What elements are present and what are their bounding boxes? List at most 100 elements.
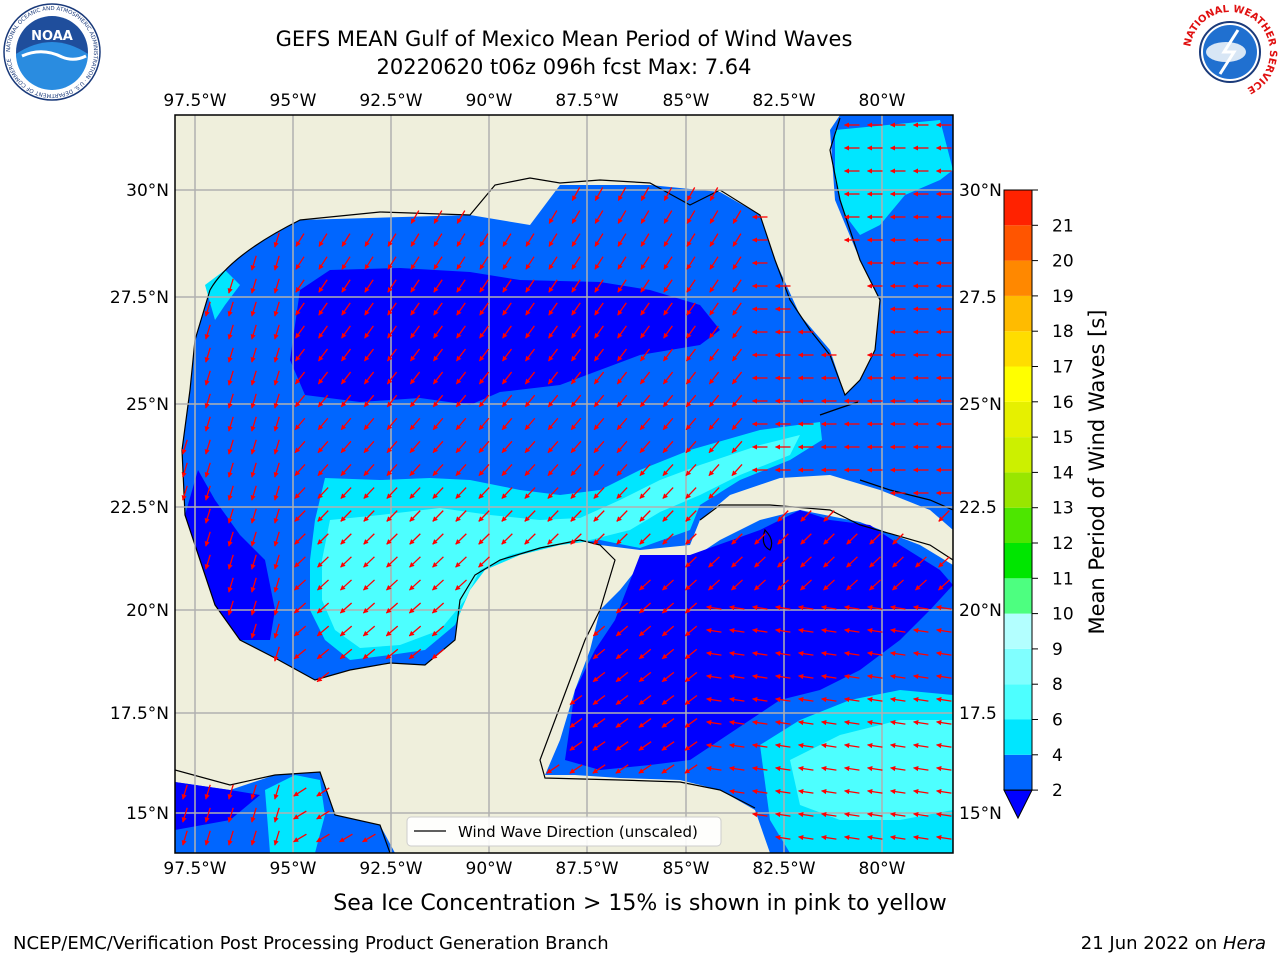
wave-arrow xyxy=(640,210,650,224)
wave-arrow xyxy=(752,697,768,703)
wave-arrow xyxy=(663,187,673,201)
wave-arrow xyxy=(387,302,397,316)
wave-arrow xyxy=(273,324,280,340)
wave-arrow xyxy=(433,210,443,224)
wave-arrow xyxy=(685,556,697,568)
wave-arrow xyxy=(479,325,489,339)
wave-arrow xyxy=(594,210,604,224)
wave-arrow xyxy=(571,210,581,224)
wave-arrow xyxy=(775,766,791,772)
wave-arrow xyxy=(273,255,280,271)
wave-arrow xyxy=(570,348,582,362)
wave-arrow xyxy=(867,674,883,680)
wave-arrow xyxy=(547,487,559,499)
wave-arrow xyxy=(478,533,490,545)
wave-arrow xyxy=(250,439,257,455)
wave-arrow xyxy=(250,347,257,363)
wave-arrow xyxy=(250,830,257,846)
wave-arrow xyxy=(364,279,374,293)
wave-arrow xyxy=(571,279,581,293)
wave-arrow xyxy=(617,302,627,316)
wave-arrow xyxy=(752,766,768,772)
wave-arrow xyxy=(936,697,952,703)
wave-arrow xyxy=(890,789,906,795)
wave-arrow xyxy=(662,487,674,499)
wave-arrow xyxy=(823,579,835,591)
wave-arrow xyxy=(638,671,652,683)
wave-arrow xyxy=(867,766,883,772)
wave-arrow xyxy=(363,487,375,499)
wave-arrow xyxy=(640,256,650,270)
wave-arrow xyxy=(936,674,952,680)
colorbar-tick-label: 19 xyxy=(1052,287,1074,307)
wave-arrow xyxy=(318,325,328,339)
lon-label: 92.5°W xyxy=(359,91,422,111)
wave-arrow xyxy=(890,697,906,703)
wave-arrow xyxy=(731,371,743,385)
wave-arrow xyxy=(640,279,650,293)
wave-arrow xyxy=(386,510,398,522)
colorbar-segment xyxy=(1004,613,1032,649)
wave-arrow xyxy=(273,807,280,823)
lat-label: 20°N xyxy=(959,601,1002,621)
wave-arrow xyxy=(685,348,697,362)
wave-arrow xyxy=(386,417,398,431)
wave-arrow xyxy=(341,279,351,293)
wave-arrow xyxy=(250,255,257,271)
wave-arrow xyxy=(662,510,674,522)
wave-arrow xyxy=(479,302,489,316)
wave-arrow xyxy=(455,394,467,408)
wave-arrow xyxy=(684,625,698,637)
colorbar-under-triangle xyxy=(1003,789,1033,820)
coastline xyxy=(175,117,953,853)
wave-arrow xyxy=(409,348,421,362)
wave-arrow xyxy=(890,743,906,749)
wave-arrow xyxy=(684,648,698,660)
wave-arrow xyxy=(639,579,651,591)
wave-arrow xyxy=(569,694,583,706)
wave-arrow xyxy=(524,348,536,362)
wave-arrow xyxy=(227,531,234,547)
wave-arrow xyxy=(706,628,722,634)
wave-arrow xyxy=(617,256,627,270)
wave-arrow xyxy=(571,187,581,201)
high-period-band xyxy=(322,435,800,648)
wave-arrow xyxy=(708,556,720,568)
wave-arrow xyxy=(204,531,211,547)
wave-arrow xyxy=(547,348,559,362)
wave-arrow xyxy=(593,440,605,454)
wave-arrow xyxy=(752,720,768,726)
wave-arrow xyxy=(273,278,280,294)
wave-arrow xyxy=(227,554,234,570)
wave-arrow xyxy=(844,743,860,749)
wave-arrow xyxy=(227,600,234,616)
wave-arrow xyxy=(502,302,512,316)
wave-arrow xyxy=(339,625,353,637)
wave-arrow xyxy=(340,417,352,431)
wave-arrow xyxy=(639,487,651,499)
wave-arrow xyxy=(386,464,398,476)
wave-arrow xyxy=(455,464,467,476)
wave-arrow xyxy=(340,464,352,476)
wave-arrow xyxy=(592,648,606,660)
wave-arrow xyxy=(846,556,858,568)
wave-arrow xyxy=(732,256,742,270)
wave-arrow xyxy=(938,510,950,522)
wave-arrow xyxy=(316,787,330,797)
wave-arrow xyxy=(456,302,466,316)
wave-arrow xyxy=(250,485,257,501)
wave-arrow xyxy=(844,835,860,841)
wave-arrow xyxy=(731,464,743,476)
wave-arrow xyxy=(593,394,605,408)
map-legend: Wind Wave Direction (unscaled) xyxy=(406,816,722,847)
wave-arrow xyxy=(867,743,883,749)
wave-arrow xyxy=(362,602,376,614)
wave-arrow xyxy=(478,417,490,431)
wave-arrow xyxy=(615,718,629,728)
wave-arrow xyxy=(409,579,421,591)
wave-arrow xyxy=(364,302,374,316)
wave-arrow xyxy=(913,605,929,611)
wave-arrow xyxy=(686,279,696,293)
wave-arrow xyxy=(639,464,651,476)
wave-arrow xyxy=(639,510,651,522)
